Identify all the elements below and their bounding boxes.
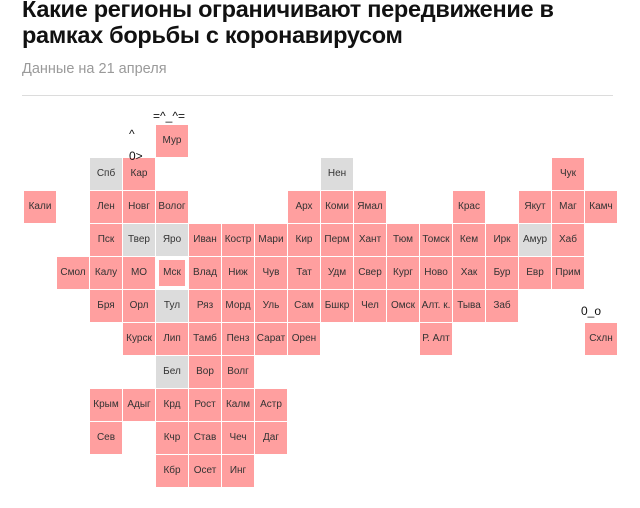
region-tile: Осет — [189, 455, 221, 487]
region-tile: Р. Алт — [420, 323, 452, 355]
region-tile: Новг — [123, 191, 155, 223]
region-tile: Вор — [189, 356, 221, 388]
region-tile: Лен — [90, 191, 122, 223]
region-tile: Кург — [387, 257, 419, 289]
region-tile: Кем — [453, 224, 485, 256]
region-tile: Мур — [156, 125, 188, 157]
region-tile: Заб — [486, 290, 518, 322]
region-tile: Хаб — [552, 224, 584, 256]
region-tile: Тамб — [189, 323, 221, 355]
region-tile: Орл — [123, 290, 155, 322]
region-tile: Хак — [453, 257, 485, 289]
emoticon-annotation: 0> — [129, 149, 143, 163]
region-tile: Влад — [189, 257, 221, 289]
region-tile: Кали — [24, 191, 56, 223]
region-tile: Тул — [156, 290, 188, 322]
region-tile: Камч — [585, 191, 617, 223]
region-tile: Прим — [552, 257, 584, 289]
region-tile: Пенз — [222, 323, 254, 355]
region-tile: Мари — [255, 224, 287, 256]
region-tile: Кчр — [156, 422, 188, 454]
region-tile: Костр — [222, 224, 254, 256]
region-tile: Свер — [354, 257, 386, 289]
region-tile: Крд — [156, 389, 188, 421]
region-tile: Коми — [321, 191, 353, 223]
region-tile: Бшкр — [321, 290, 353, 322]
region-tile: Морд — [222, 290, 254, 322]
region-tile: Чук — [552, 158, 584, 190]
region-tile: Курск — [123, 323, 155, 355]
region-tile: Пск — [90, 224, 122, 256]
region-tile: Амур — [519, 224, 551, 256]
region-tile: Спб — [90, 158, 122, 190]
emoticon-annotation: ^ — [129, 127, 135, 141]
header-divider — [22, 95, 613, 96]
region-tile: Даг — [255, 422, 287, 454]
region-tile: Инг — [222, 455, 254, 487]
region-tile: Рост — [189, 389, 221, 421]
region-tile: Схлн — [585, 323, 617, 355]
region-tile: Маг — [552, 191, 584, 223]
region-tile: Крас — [453, 191, 485, 223]
region-tile: Ямал — [354, 191, 386, 223]
region-tile: Алт. к. — [420, 290, 452, 322]
page-title: Какие регионы ограничивают передвижение … — [22, 0, 554, 48]
region-tile: Кар — [123, 158, 155, 190]
region-tile: Бел — [156, 356, 188, 388]
region-tile: Волог — [156, 191, 188, 223]
data-date-subtitle: Данные на 21 апреля — [22, 61, 167, 77]
region-tile: Иван — [189, 224, 221, 256]
region-tile: Ново — [420, 257, 452, 289]
region-tile: Твер — [123, 224, 155, 256]
region-tile: Бря — [90, 290, 122, 322]
region-tile: Хант — [354, 224, 386, 256]
region-tile: Сарат — [255, 323, 287, 355]
region-tile: Нен — [321, 158, 353, 190]
region-tile: Омск — [387, 290, 419, 322]
region-tile: Сев — [90, 422, 122, 454]
region-tile: Тюм — [387, 224, 419, 256]
region-tile: Калу — [90, 257, 122, 289]
region-tile: Чеч — [222, 422, 254, 454]
region-tile: Тат — [288, 257, 320, 289]
region-tile: Кбр — [156, 455, 188, 487]
emoticon-annotation: 0_o — [581, 304, 602, 318]
region-tile: Кир — [288, 224, 320, 256]
region-tile: Евр — [519, 257, 551, 289]
region-tile: Крым — [90, 389, 122, 421]
region-tile: Волг — [222, 356, 254, 388]
region-tile: Адыг — [123, 389, 155, 421]
region-tile: Ряз — [189, 290, 221, 322]
region-tile: Тыва — [453, 290, 485, 322]
region-tile: Став — [189, 422, 221, 454]
region-tile: Ниж — [222, 257, 254, 289]
region-tile: Калм — [222, 389, 254, 421]
emoticon-annotation: =^_^= — [153, 109, 185, 123]
region-tile: Орен — [288, 323, 320, 355]
region-tile: Уль — [255, 290, 287, 322]
region-tile: Томск — [420, 224, 452, 256]
region-tile: Удм — [321, 257, 353, 289]
region-tile: Чел — [354, 290, 386, 322]
region-tile: Яро — [156, 224, 188, 256]
region-tile: Бур — [486, 257, 518, 289]
region-tile: Астр — [255, 389, 287, 421]
region-tile: Якут — [519, 191, 551, 223]
region-tile: Сам — [288, 290, 320, 322]
region-tile: Чув — [255, 257, 287, 289]
region-tile: Лип — [156, 323, 188, 355]
region-tile: Арх — [288, 191, 320, 223]
region-tile: МО — [123, 257, 155, 289]
region-tile: Смол — [57, 257, 89, 289]
region-tile: Ирк — [486, 224, 518, 256]
region-tile: Перм — [321, 224, 353, 256]
region-tile: Мск — [156, 257, 188, 289]
